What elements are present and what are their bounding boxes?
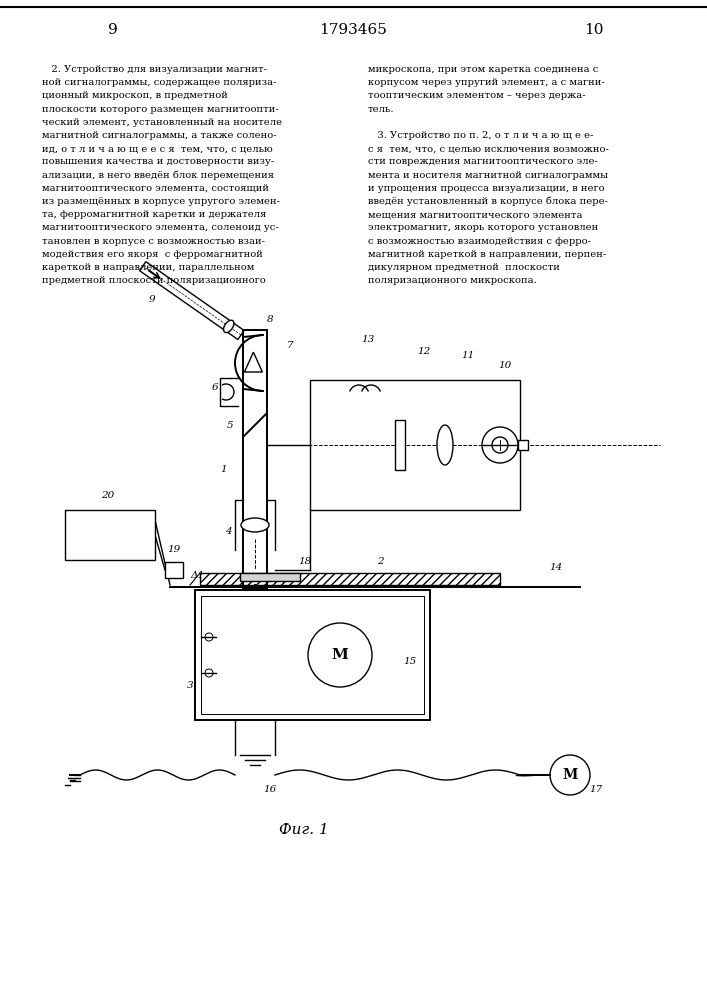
Text: 14: 14 bbox=[549, 564, 563, 572]
Ellipse shape bbox=[223, 320, 234, 333]
Text: 10: 10 bbox=[584, 23, 604, 37]
Text: ной сигналограммы, содержащее поляриза-: ной сигналограммы, содержащее поляриза- bbox=[42, 78, 276, 87]
Bar bbox=[518, 440, 528, 450]
Text: 16: 16 bbox=[264, 786, 276, 794]
Text: Δ1: Δ1 bbox=[190, 570, 204, 580]
Text: поляризационного микроскопа.: поляризационного микроскопа. bbox=[368, 276, 537, 285]
Text: M: M bbox=[332, 648, 349, 662]
Text: микроскопа, при этом каретка соединена с: микроскопа, при этом каретка соединена с bbox=[368, 65, 598, 74]
Text: та, ферромагнитной каретки и держателя: та, ферромагнитной каретки и держателя bbox=[42, 210, 267, 219]
Text: магнитной сигналограммы, а также солено-: магнитной сигналограммы, а также солено- bbox=[42, 131, 276, 140]
Text: магнитооптического элемента, состоящий: магнитооптического элемента, состоящий bbox=[42, 184, 269, 193]
Bar bbox=[201, 596, 424, 714]
Text: мещения магнитооптического элемента: мещения магнитооптического элемента bbox=[368, 210, 583, 219]
Ellipse shape bbox=[241, 518, 269, 532]
Text: плоскости которого размещен магнитоопти-: плоскости которого размещен магнитоопти- bbox=[42, 105, 279, 114]
Text: 3. Устройство по п. 2, о т л и ч а ю щ е е-: 3. Устройство по п. 2, о т л и ч а ю щ е… bbox=[368, 131, 593, 140]
Text: 19: 19 bbox=[168, 546, 180, 554]
Text: и упрощения процесса визуализации, в него: и упрощения процесса визуализации, в нег… bbox=[368, 184, 604, 193]
Text: 3: 3 bbox=[187, 680, 193, 690]
Text: кареткой в направлении, параллельном: кареткой в направлении, параллельном bbox=[42, 263, 255, 272]
Text: 7: 7 bbox=[286, 340, 293, 350]
Text: 8: 8 bbox=[267, 316, 274, 324]
Bar bbox=[200, 573, 500, 585]
Text: ческий элемент, установленный на носителе: ческий элемент, установленный на носител… bbox=[42, 118, 282, 127]
Text: 9: 9 bbox=[108, 23, 118, 37]
Text: магнитной кареткой в направлении, перпен-: магнитной кареткой в направлении, перпен… bbox=[368, 250, 606, 259]
Text: тановлен в корпусе с возможностью взаи-: тановлен в корпусе с возможностью взаи- bbox=[42, 237, 265, 246]
Text: 10: 10 bbox=[498, 360, 512, 369]
Text: 2. Устройство для визуализации магнит-: 2. Устройство для визуализации магнит- bbox=[42, 65, 267, 74]
Text: 1: 1 bbox=[221, 466, 228, 475]
Text: 17: 17 bbox=[590, 786, 602, 794]
Text: Фиг. 1: Фиг. 1 bbox=[279, 823, 329, 837]
Text: предметной плоскости поляризационного: предметной плоскости поляризационного bbox=[42, 276, 266, 285]
Text: 2: 2 bbox=[377, 558, 383, 566]
Text: ид, о т л и ч а ю щ е е с я  тем, что, с целью: ид, о т л и ч а ю щ е е с я тем, что, с … bbox=[42, 144, 273, 153]
Text: 1793465: 1793465 bbox=[320, 23, 387, 37]
Text: 18: 18 bbox=[298, 558, 312, 566]
Text: дикулярном предметной  плоскости: дикулярном предметной плоскости bbox=[368, 263, 560, 272]
Text: магнитооптического элемента, соленоид ус-: магнитооптического элемента, соленоид ус… bbox=[42, 223, 279, 232]
Text: тооптическим элементом – через держа-: тооптическим элементом – через держа- bbox=[368, 91, 585, 100]
Text: корпусом через упругий элемент, а с магни-: корпусом через упругий элемент, а с магн… bbox=[368, 78, 604, 87]
Text: 12: 12 bbox=[417, 348, 431, 357]
Bar bbox=[310, 380, 520, 510]
Text: 6: 6 bbox=[211, 383, 218, 392]
Bar bbox=[165, 562, 183, 578]
Text: M: M bbox=[562, 768, 578, 782]
Bar bbox=[65, 510, 155, 560]
Text: 20: 20 bbox=[101, 491, 115, 500]
Text: электромагнит, якорь которого установлен: электромагнит, якорь которого установлен bbox=[368, 223, 598, 232]
Bar bbox=[240, 573, 300, 581]
Text: повышения качества и достоверности визу-: повышения качества и достоверности визу- bbox=[42, 157, 274, 166]
Text: ционный микроскоп, в предметной: ционный микроскоп, в предметной bbox=[42, 91, 228, 100]
Text: тель.: тель. bbox=[368, 105, 395, 114]
Text: ализации, в него введён блок перемещения: ализации, в него введён блок перемещения bbox=[42, 171, 274, 180]
Text: введён установленный в корпусе блока пере-: введён установленный в корпусе блока пер… bbox=[368, 197, 608, 207]
Bar bbox=[395, 420, 405, 470]
Text: 11: 11 bbox=[462, 351, 474, 360]
Text: модействия его якоря  с ферромагнитной: модействия его якоря с ферромагнитной bbox=[42, 250, 263, 259]
Text: из размещённых в корпусе упругого элемен-: из размещённых в корпусе упругого элемен… bbox=[42, 197, 280, 206]
Text: 4: 4 bbox=[225, 528, 231, 536]
Text: 9: 9 bbox=[148, 296, 156, 304]
Text: с я  тем, что, с целью исключения возможно-: с я тем, что, с целью исключения возможн… bbox=[368, 144, 609, 153]
Text: с возможностью взаимодействия с ферро-: с возможностью взаимодействия с ферро- bbox=[368, 237, 591, 246]
Text: сти повреждения магнитооптического эле-: сти повреждения магнитооптического эле- bbox=[368, 157, 598, 166]
Ellipse shape bbox=[437, 425, 453, 465]
Bar bbox=[195, 590, 430, 720]
Text: 15: 15 bbox=[404, 658, 416, 666]
Text: 13: 13 bbox=[361, 336, 375, 344]
Text: мента и носителя магнитной сигналограммы: мента и носителя магнитной сигналограммы bbox=[368, 171, 608, 180]
Text: 5: 5 bbox=[227, 420, 233, 430]
